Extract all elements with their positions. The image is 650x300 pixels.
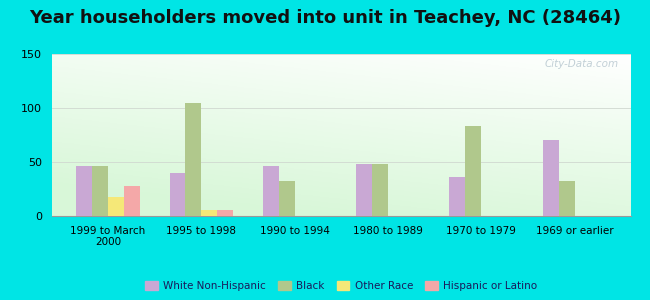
Bar	[356, 164, 372, 216]
Bar	[92, 166, 108, 216]
Bar	[279, 182, 294, 216]
Text: Year householders moved into unit in Teachey, NC (28464): Year householders moved into unit in Tea…	[29, 9, 621, 27]
Bar	[263, 166, 279, 216]
Bar	[108, 196, 124, 216]
Bar	[543, 140, 558, 216]
Bar	[217, 209, 233, 216]
Bar	[76, 166, 92, 216]
Text: City-Data.com: City-Data.com	[545, 59, 619, 69]
Bar	[185, 103, 202, 216]
Bar	[124, 186, 140, 216]
Bar	[558, 182, 575, 216]
Bar	[170, 173, 185, 216]
Bar	[372, 164, 388, 216]
Legend: White Non-Hispanic, Black, Other Race, Hispanic or Latino: White Non-Hispanic, Black, Other Race, H…	[141, 277, 541, 295]
Bar	[465, 126, 481, 216]
Bar	[450, 177, 465, 216]
Bar	[202, 209, 217, 216]
